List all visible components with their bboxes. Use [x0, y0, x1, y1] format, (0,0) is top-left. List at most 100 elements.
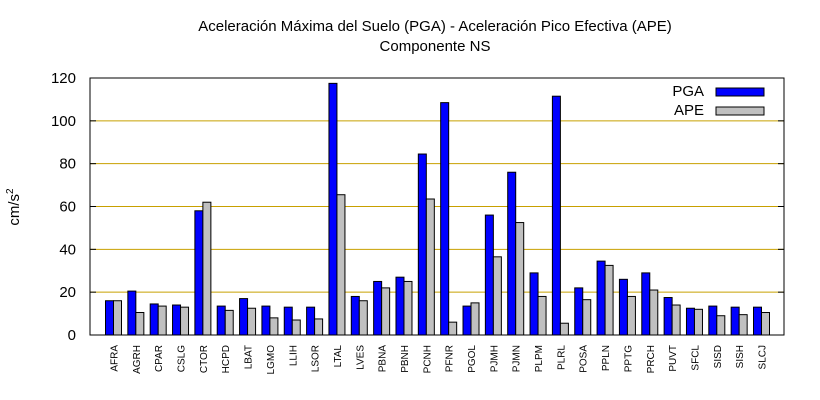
bar-pga-pbna — [373, 280, 383, 336]
x-axis-labels: AFRA AGRH CPAR CSLG CTOR HCPD LBAT LGMO LLIH LSOR… — [110, 345, 769, 375]
bar-pga-posa — [574, 287, 584, 336]
x-tick-label-posa: POSA — [579, 345, 590, 373]
x-tick-label-lbat: LBAT — [244, 345, 255, 369]
bar-ape-sfcl — [693, 308, 703, 336]
bar-pga-prch — [641, 272, 651, 336]
x-tick-label-plpm: PLPM — [534, 345, 545, 372]
legend-swatch-ape — [715, 106, 765, 116]
x-tick-label-pfnr: PFNR — [445, 345, 456, 372]
x-tick-label-ltal: LTAL — [333, 345, 344, 368]
bar-ape-plpm — [537, 295, 547, 336]
x-tick-label-slcj: SLCJ — [758, 345, 769, 369]
bar-ape-agrh — [135, 312, 145, 336]
chart-title: Aceleración Máxima del Suelo (PGA) - Ace… — [198, 18, 672, 35]
plot-frame — [89, 77, 785, 336]
y-tick-label: 40 — [59, 241, 76, 258]
y-tick-label: 120 — [51, 70, 76, 87]
x-tick-label-cpar: CPAR — [154, 345, 165, 372]
bar-pga-plpm — [529, 272, 539, 336]
bar-ape-ctor — [202, 201, 212, 336]
bar-ape-sisd — [716, 315, 726, 336]
x-tick-label-pbna: PBNA — [378, 345, 389, 373]
x-tick-label-puvt: PUVT — [668, 345, 679, 372]
bar-ape-pgol — [470, 302, 480, 336]
bar-pga-ppln — [596, 260, 606, 336]
bar-ape-slcj — [761, 312, 770, 336]
bar-ape-pfnr — [448, 321, 458, 336]
y-tick-label: 20 — [59, 284, 76, 301]
x-tick-label-pcnh: PCNH — [422, 345, 433, 373]
bar-ape-prch — [649, 289, 659, 336]
bar-pga-plrl — [551, 95, 561, 336]
x-tick-label-prch: PRCH — [646, 345, 657, 373]
y-tick-label: 0 — [68, 327, 76, 344]
bar-pga-sfcl — [685, 307, 695, 336]
legend-label-ape: APE — [674, 102, 704, 119]
bar-pga-pgol — [462, 305, 472, 336]
x-tick-label-lves: LVES — [355, 345, 366, 370]
bar-pga-slcj — [753, 306, 762, 336]
bar-ape-pptg — [626, 295, 636, 336]
x-tick-label-pbnh: PBNH — [400, 345, 411, 373]
x-tick-label-lsor: LSOR — [311, 345, 322, 372]
x-tick-label-sfcl: SFCL — [690, 345, 701, 371]
bar-ape-lbat — [247, 307, 257, 336]
grid-lines — [90, 120, 784, 293]
bar-pga-pjmn — [507, 171, 517, 336]
x-tick-label-pjmh: PJMH — [489, 345, 500, 372]
bar-ape-pjmn — [515, 222, 525, 336]
y-tick-label: 60 — [59, 199, 76, 216]
x-tick-label-plrl: PLRL — [556, 345, 567, 370]
legend-swatch-pga — [715, 87, 765, 97]
bar-pga-cslg — [172, 304, 182, 336]
x-tick-label-ctor: CTOR — [199, 345, 210, 373]
bar-ape-sish — [738, 314, 748, 336]
bar-ape-pcnh — [425, 198, 435, 336]
bar-ape-posa — [582, 299, 592, 336]
bar-pga-pfnr — [440, 102, 450, 336]
y-axis-label: cm/s2 — [5, 188, 23, 226]
bar-pga-lgmo — [261, 305, 271, 336]
bar-ape-lgmo — [269, 317, 279, 336]
bar-ape-lsor — [314, 318, 324, 336]
bar-ape-pbna — [381, 287, 391, 336]
bar-ape-cslg — [180, 306, 190, 336]
bar-pga-cpar — [149, 303, 159, 336]
bar-pga-pcnh — [417, 153, 427, 336]
x-tick-label-lgmo: LGMO — [266, 345, 277, 375]
bar-ape-ppln — [604, 264, 614, 336]
chart-subtitle: Componente NS — [380, 38, 491, 55]
y-axis: 0 20 40 60 80 100 120 — [51, 70, 784, 344]
y-tick-label: 100 — [51, 113, 76, 130]
bar-ape-cpar — [157, 305, 167, 336]
bar-ape-pbnh — [403, 280, 413, 336]
bar-pga-lbat — [239, 298, 249, 336]
bar-pga-lves — [350, 295, 360, 336]
bar-pga-pbnh — [395, 276, 405, 336]
bar-pga-sish — [730, 306, 740, 336]
x-tick-label-hcpd: HCPD — [221, 345, 232, 373]
x-tick-label-pptg: PPTG — [623, 345, 634, 372]
bars — [105, 82, 770, 336]
bar-pga-puvt — [663, 297, 673, 336]
x-tick-label-afra: AFRA — [110, 345, 121, 372]
bar-pga-ltal — [328, 82, 338, 336]
bar-ape-afra — [113, 300, 122, 336]
x-tick-label-agrh: AGRH — [132, 345, 143, 374]
bar-pga-pptg — [618, 278, 628, 336]
bar-ape-llih — [291, 319, 301, 336]
bar-pga-ctor — [194, 210, 204, 336]
legend: PGA APE — [672, 83, 765, 119]
bar-pga-afra — [105, 300, 114, 336]
x-tick-label-cslg: CSLG — [177, 345, 188, 372]
bar-ape-ltal — [336, 194, 346, 336]
bar-ape-lves — [358, 300, 368, 336]
bar-ape-puvt — [671, 304, 681, 336]
bar-ape-plrl — [559, 322, 569, 336]
x-tick-label-pjmn: PJMN — [512, 345, 523, 372]
x-tick-label-llih: LLIH — [288, 345, 299, 366]
x-tick-label-ppln: PPLN — [601, 345, 612, 371]
legend-label-pga: PGA — [672, 83, 704, 100]
bar-ape-pjmh — [492, 256, 502, 336]
